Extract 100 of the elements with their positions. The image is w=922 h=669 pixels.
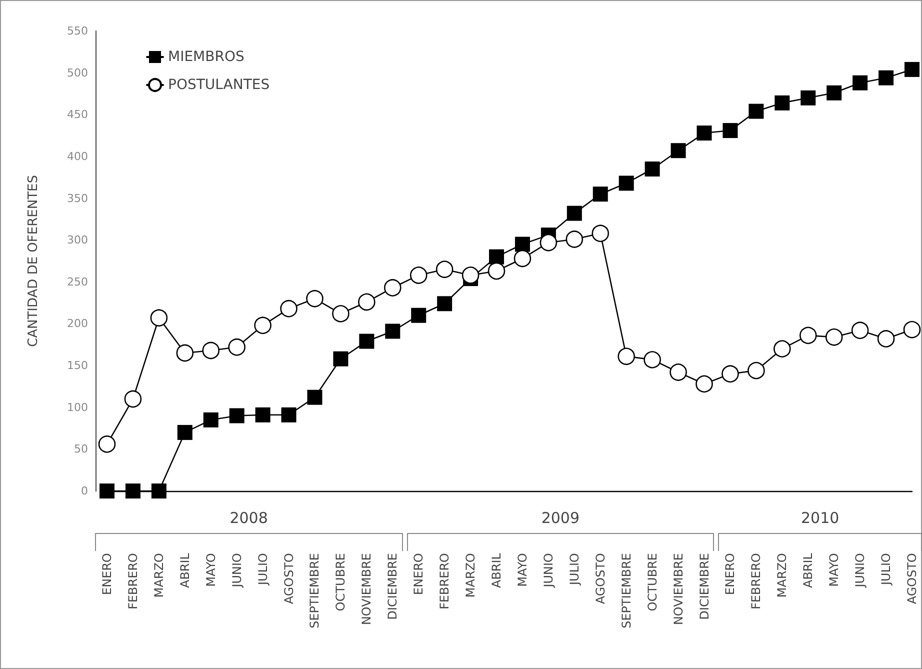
point: [904, 62, 920, 77]
point: [281, 407, 296, 422]
point: [670, 364, 687, 381]
point: [411, 308, 426, 323]
point: [125, 484, 140, 498]
text: 2009: [540, 509, 581, 527]
point: [410, 266, 428, 284]
point: [359, 334, 374, 349]
x-tick-label: JULIO: [567, 553, 582, 586]
point: [228, 338, 246, 356]
point: [799, 326, 817, 344]
x-tick-label: AGOSTO: [593, 553, 608, 604]
y-tick-label: 200: [67, 317, 88, 330]
y-tick-label: 450: [67, 108, 88, 122]
point: [385, 324, 400, 339]
point: [255, 407, 270, 422]
legend-label: MIEMBROS: [168, 49, 244, 65]
point: [124, 390, 142, 408]
x-tick-label: SEPTIEMBRE: [308, 553, 322, 628]
x-tick-label: FEBRERO: [438, 553, 452, 610]
point: [540, 234, 558, 252]
point: [878, 70, 894, 86]
point: [670, 143, 686, 158]
point: [774, 340, 791, 358]
x-tick-label: AGOSTO: [282, 553, 296, 604]
x-tick-label: JULIO: [256, 553, 270, 586]
x-tick-label: NOVIEMBRE: [360, 553, 374, 626]
point: [307, 390, 322, 405]
point: [748, 104, 764, 119]
legend-label: POSTULANTES: [168, 77, 270, 93]
point: [151, 484, 166, 498]
point: [462, 266, 480, 284]
y-tick-label: 100: [67, 400, 88, 414]
point: [696, 126, 712, 141]
point: [332, 305, 350, 322]
x-tick-label: SEPTIEMBRE: [619, 553, 634, 628]
x-tick-label: NOVIEMBRE: [671, 553, 686, 626]
point: [618, 348, 636, 365]
point: [592, 224, 610, 242]
point: [696, 375, 713, 393]
x-tick-label: MAYO: [827, 553, 842, 587]
text: 2008: [228, 509, 269, 527]
x-tick-label: AGOSTO: [905, 553, 919, 604]
point: [514, 236, 530, 252]
point: [852, 75, 868, 90]
x-tick-label: MARZO: [464, 553, 478, 598]
point: [176, 344, 194, 362]
point: [722, 365, 739, 383]
x-tick-label: MAYO: [204, 553, 218, 587]
x-tick-label: DICIEMBRE: [386, 553, 400, 620]
x-tick-label: JUNIO: [853, 553, 868, 588]
y-tick-label: 550: [67, 24, 88, 38]
point: [100, 484, 114, 498]
point: [748, 362, 765, 380]
point: [618, 176, 634, 191]
point: [437, 296, 452, 312]
x-tick-label: FEBRERO: [126, 553, 140, 610]
point: [800, 90, 816, 106]
x-tick-label: OCTUBRE: [334, 553, 348, 612]
y-axis-title: CANTIDAD DE OFERENTES: [26, 175, 41, 347]
x-tick-label: ENERO: [412, 553, 426, 595]
point: [306, 290, 324, 308]
x-tick-label: ENERO: [100, 553, 114, 595]
x-tick-label: ABRIL: [801, 552, 816, 588]
x-tick-label: DICIEMBRE: [697, 553, 712, 620]
x-tick-label: JUNIO: [541, 553, 556, 588]
point: [436, 260, 454, 278]
x-tick-label: MARZO: [775, 553, 790, 598]
y-tick-label: 150: [67, 359, 88, 372]
x-tick-label: MAYO: [515, 553, 530, 587]
text: 2010: [800, 509, 840, 527]
point: [489, 249, 504, 264]
x-tick-label: MARZO: [152, 553, 166, 598]
point: [644, 351, 661, 368]
y-tick-label: 300: [67, 234, 88, 247]
y-tick-label: 400: [67, 150, 88, 163]
y-tick-label: 50: [74, 442, 88, 456]
point: [644, 162, 660, 176]
y-tick-label: 0: [81, 484, 88, 498]
point: [150, 309, 168, 327]
point: [826, 85, 842, 100]
x-tick-label: ABRIL: [490, 552, 504, 588]
x-tick-label: FEBRERO: [749, 553, 764, 610]
point: [202, 342, 220, 360]
point: [280, 300, 298, 318]
point: [384, 279, 402, 296]
x-tick-label: JULIO: [879, 553, 894, 586]
point: [566, 206, 582, 221]
point: [254, 316, 272, 334]
y-tick-label: 250: [67, 275, 88, 288]
x-tick-label: ABRIL: [178, 552, 192, 588]
point: [851, 322, 869, 340]
x-tick-label: ENERO: [723, 553, 738, 595]
point: [877, 330, 895, 348]
y-tick-label: 500: [67, 66, 88, 80]
x-tick-label: JUNIO: [230, 553, 244, 588]
point: [774, 95, 790, 110]
point: [825, 328, 843, 346]
point: [358, 293, 376, 311]
point: [333, 351, 348, 366]
